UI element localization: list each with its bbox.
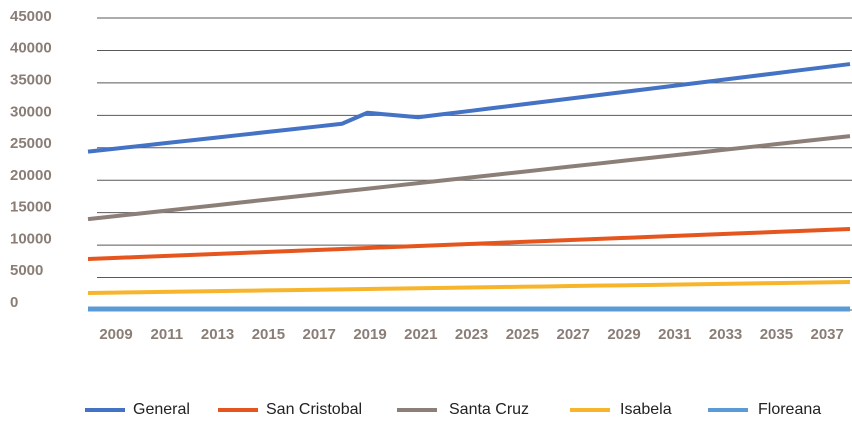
x-tick-label: 2019 (353, 326, 386, 343)
x-tick-label: 2015 (252, 326, 285, 343)
y-tick-label: 35000 (10, 72, 52, 89)
y-tick-label: 30000 (10, 103, 52, 120)
x-tick-label: 2027 (557, 326, 590, 343)
series-line (87, 280, 851, 295)
y-tick-label: 10000 (10, 230, 52, 247)
y-tick-label: 20000 (10, 167, 52, 184)
y-tick-label: 0 (10, 294, 18, 311)
x-tick-label: 2021 (404, 326, 437, 343)
legend-label: San Cristobal (266, 401, 362, 418)
x-tick-label: 2035 (760, 326, 793, 343)
x-tick-label: 2037 (811, 326, 844, 343)
legend-label: General (133, 401, 190, 418)
y-tick-label: 5000 (10, 262, 43, 279)
x-tick-label: 2009 (99, 326, 132, 343)
y-tick-label: 25000 (10, 135, 52, 152)
series-line (87, 62, 851, 154)
x-tick-label: 2033 (709, 326, 742, 343)
x-tick-label: 2017 (303, 326, 336, 343)
x-tick-label: 2013 (201, 326, 234, 343)
x-tick-label: 2011 (151, 326, 184, 343)
y-tick-label: 45000 (10, 8, 52, 25)
series-line (87, 227, 851, 261)
legend-label: Santa Cruz (449, 401, 529, 418)
x-tick-label: 2025 (506, 326, 539, 343)
legend-label: Floreana (758, 401, 821, 418)
series-line (87, 134, 851, 222)
legend-label: Isabela (620, 401, 672, 418)
x-tick-label: 2023 (455, 326, 488, 343)
x-tick-label: 2029 (607, 326, 640, 343)
y-tick-label: 15000 (10, 199, 52, 216)
y-tick-label: 40000 (10, 40, 52, 57)
x-tick-label: 2031 (658, 326, 691, 343)
